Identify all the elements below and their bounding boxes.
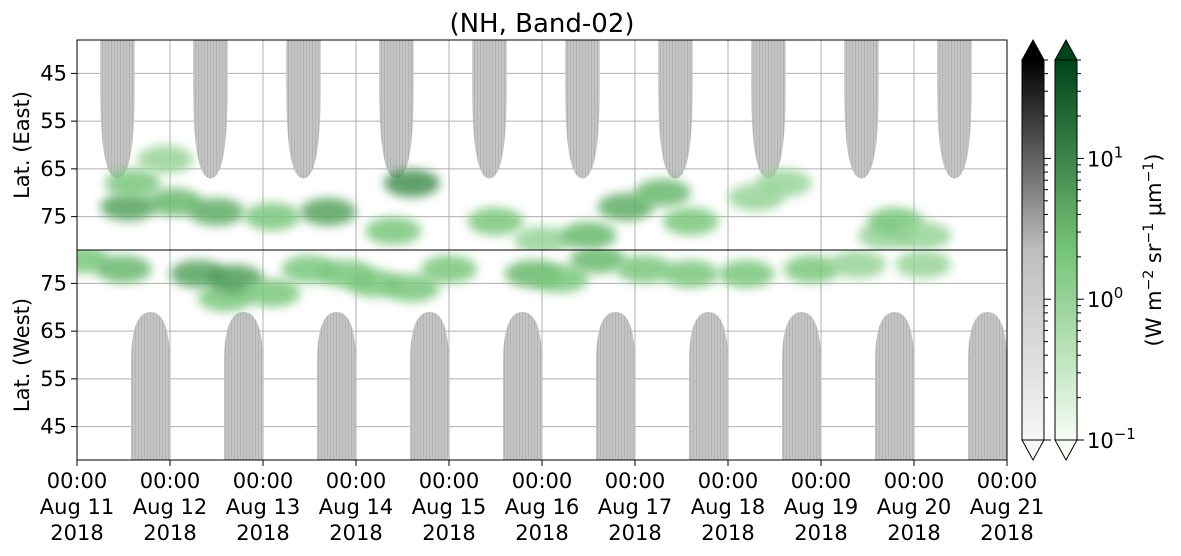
radiance-patch-west <box>569 250 626 274</box>
colorbar-tick-label: 100 <box>1087 284 1123 312</box>
night-region-west <box>781 312 821 460</box>
radiance-patch-east <box>137 145 194 174</box>
night-region-east <box>565 40 600 179</box>
x-tick-label: 00:00 Aug 14 2018 <box>319 469 393 545</box>
x-tick-label: 00:00 Aug 20 2018 <box>877 469 951 545</box>
night-region-east <box>658 40 693 179</box>
chart-title: (NH, Band-02) <box>449 9 634 39</box>
x-tick-label: 00:00 Aug 18 2018 <box>691 469 765 545</box>
x-tick-label: 00:00 Aug 11 2018 <box>40 469 114 545</box>
radiance-patch-east <box>104 169 161 198</box>
night-region-west <box>223 312 263 460</box>
radiance-patch-east <box>100 193 157 222</box>
night-region-west <box>316 312 356 460</box>
radiance-patch-west <box>830 250 887 279</box>
x-ticks: 00:00 Aug 11 2018 00:00 Aug 12 2018 00:00 Aug 1… <box>40 460 1044 545</box>
colorbar-tick-label: 101 <box>1087 143 1123 171</box>
night-region-east <box>751 40 786 179</box>
radiance-patch-east <box>146 188 203 217</box>
colorbar-green <box>1054 38 1078 462</box>
radiance-patch-east <box>383 169 440 198</box>
colorbar-grey-top-extend <box>1021 38 1045 61</box>
night-region-west <box>409 312 449 460</box>
night-region-east <box>193 40 228 179</box>
night-region-west <box>502 312 542 460</box>
x-tick-label: 00:00 Aug 21 2018 <box>970 469 1044 545</box>
east-panel <box>100 40 972 250</box>
radiance-patch-west <box>421 255 477 284</box>
radiance-patch-west <box>383 274 440 303</box>
radiance-patch-east <box>755 169 812 198</box>
radiance-patch-east <box>300 197 357 226</box>
x-tick-label: 00:00 Aug 13 2018 <box>226 469 300 545</box>
y-axis-label-west: Lat. (West) <box>10 298 34 412</box>
night-region-east <box>286 40 321 179</box>
y-tick-label: 55 <box>40 367 67 391</box>
colorbar-label: (W m−2 sr−1 μm−1) <box>1141 154 1166 347</box>
y-tick-label: 55 <box>40 109 67 133</box>
colorbar-grey-body <box>1021 59 1045 441</box>
colorbar-green-top-extend <box>1054 38 1078 61</box>
y-tick-label: 45 <box>40 415 67 439</box>
y-axis-label-east: Lat. (East) <box>10 91 34 199</box>
colorbar-tick-label: 10−1 <box>1087 425 1136 453</box>
night-region-east <box>937 40 972 179</box>
radiance-patch-west <box>718 259 775 288</box>
radiance-patch-east <box>662 207 719 236</box>
x-tick-label: 00:00 Aug 15 2018 <box>412 469 486 545</box>
radiance-patch-east <box>467 207 524 236</box>
colorbar-green-body <box>1054 59 1078 441</box>
radiance-patch-east <box>365 216 422 245</box>
night-region-east <box>100 40 135 179</box>
night-region-west <box>874 312 914 460</box>
y-ticks: 45 55 65 75 75 65 55 45 <box>40 61 77 439</box>
colorbar-green-bottom-extend <box>1054 439 1078 462</box>
radiance-patch-west <box>616 255 673 284</box>
x-tick-label: 00:00 Aug 17 2018 <box>598 469 672 545</box>
radiance-patch-east <box>188 197 245 226</box>
y-tick-label: 45 <box>40 61 67 85</box>
night-region-west <box>688 312 728 460</box>
colorbar-ticks: 10−1 100 101 <box>1044 59 1136 453</box>
radiance-patch-west <box>662 259 719 288</box>
night-region-east <box>379 40 414 179</box>
y-tick-label: 75 <box>40 271 67 295</box>
night-region-west <box>967 312 1007 460</box>
x-tick-label: 00:00 Aug 19 2018 <box>784 469 858 545</box>
radiance-patch-west <box>783 255 840 284</box>
night-region-east <box>844 40 879 179</box>
y-tick-label: 65 <box>40 157 67 181</box>
radiance-patch-west <box>532 264 589 293</box>
west-panel <box>77 250 1007 460</box>
radiance-patch-west <box>244 278 301 307</box>
radiance-patch-east <box>244 202 301 231</box>
radiance-patch-west <box>95 255 152 284</box>
radiance-patch-east <box>514 226 570 250</box>
y-tick-label: 65 <box>40 319 67 343</box>
x-tick-label: 00:00 Aug 12 2018 <box>133 469 207 545</box>
night-region-west <box>130 312 170 460</box>
x-tick-label: 00:00 Aug 16 2018 <box>505 469 579 545</box>
night-region-west <box>595 312 635 460</box>
night-region-east <box>472 40 507 179</box>
y-tick-label: 75 <box>40 205 67 229</box>
colorbar-grey-bottom-extend <box>1021 439 1045 462</box>
radiance-patch-east <box>560 221 617 250</box>
radiance-patch-east <box>634 178 691 207</box>
radiance-patch-east <box>895 221 952 250</box>
radiance-patch-west <box>895 250 952 279</box>
colorbar-grey <box>1021 38 1045 462</box>
